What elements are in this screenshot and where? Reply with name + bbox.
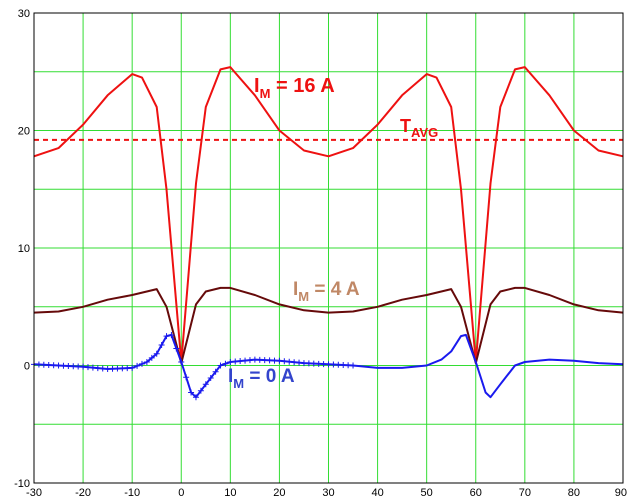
im0-cross-markers xyxy=(31,331,357,401)
im0-marker xyxy=(197,387,204,394)
im0-marker xyxy=(153,350,160,357)
im0-marker xyxy=(158,341,165,348)
tick-labels: -30 -20 -10 0 10 20 30 40 50 60 70 80 90 30 20 10 0 -10 xyxy=(14,8,627,498)
tavg-label: TAVG xyxy=(400,116,438,140)
x-tick-label: 10 xyxy=(224,487,236,498)
im0-label-main: I xyxy=(228,366,233,387)
im0-marker xyxy=(163,333,170,340)
im0-marker xyxy=(350,362,357,369)
tavg-label-main: T xyxy=(400,116,411,136)
gridlines xyxy=(34,13,623,483)
im0-marker xyxy=(183,374,190,381)
im0-marker xyxy=(168,331,175,338)
im0-marker xyxy=(192,394,199,401)
im16-label-main: I xyxy=(254,75,260,97)
x-tick-label: 60 xyxy=(470,487,482,498)
im16-label-rest: = 16 A xyxy=(270,75,334,97)
x-tick-label: 70 xyxy=(519,487,531,498)
im0-marker xyxy=(143,358,150,365)
im0-marker xyxy=(134,362,141,369)
y-tick-label: 10 xyxy=(18,243,30,255)
x-tick-label: 0 xyxy=(178,487,184,498)
im4-line xyxy=(33,286,624,365)
im16-label: IM = 16 A xyxy=(254,75,335,101)
im0-marker xyxy=(178,358,185,365)
x-tick-label: 50 xyxy=(421,487,433,498)
im4-label-sub: M xyxy=(298,289,309,304)
im0-marker xyxy=(148,354,155,361)
x-tick-label: 80 xyxy=(568,487,580,498)
im0-label-sub: M xyxy=(233,376,244,391)
im0-label-rest: = 0 A xyxy=(244,366,295,387)
x-tick-label: 40 xyxy=(371,487,383,498)
im4-label-main: I xyxy=(293,279,298,300)
im0-marker xyxy=(222,360,229,367)
y-tick-label: 30 xyxy=(18,8,30,20)
plot-frame xyxy=(33,12,624,484)
im16-line xyxy=(33,66,624,363)
x-tick-label: -30 xyxy=(26,487,42,498)
im0-marker xyxy=(188,389,195,396)
tavg-label-sub: AVG xyxy=(411,125,438,140)
im0-marker xyxy=(207,375,214,382)
x-tick-label: -20 xyxy=(75,487,91,498)
im0-marker xyxy=(212,368,219,375)
x-tick-label: -10 xyxy=(124,487,140,498)
im0-marker xyxy=(173,345,180,352)
im4-label-rest: = 4 A xyxy=(309,279,360,300)
im4-label: IM = 4 A xyxy=(293,279,360,304)
y-tick-label: 20 xyxy=(18,126,30,138)
im16-label-sub: M xyxy=(260,86,271,101)
x-tick-label: 90 xyxy=(615,487,627,498)
x-tick-label: 20 xyxy=(273,487,285,498)
im0-marker xyxy=(138,360,145,367)
im0-marker xyxy=(129,364,136,371)
y-tick-label: 0 xyxy=(24,361,30,373)
x-tick-label: 30 xyxy=(322,487,334,498)
im0-label: IM = 0 A xyxy=(228,366,295,391)
y-tick-label: -10 xyxy=(14,478,30,490)
im0-marker xyxy=(202,381,209,388)
im0-marker xyxy=(217,362,224,369)
